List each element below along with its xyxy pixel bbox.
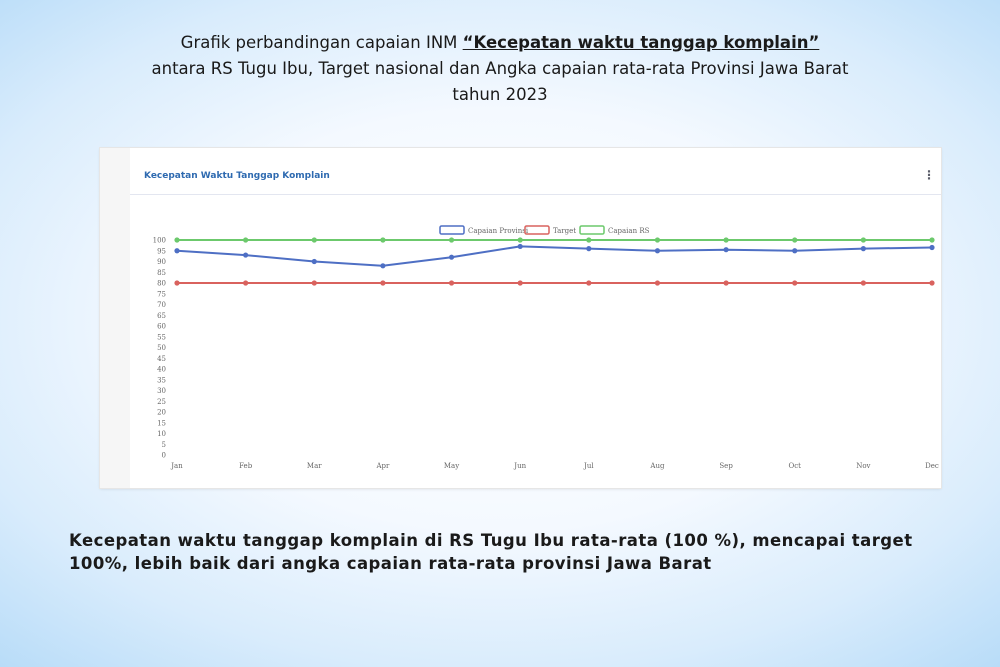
data-point: [311, 280, 317, 286]
y-tick-label: 10: [157, 430, 166, 438]
slide-title-line2: antara RS Tugu Ibu, Target nasional dan …: [151, 59, 849, 78]
y-tick-label: 60: [157, 323, 166, 331]
data-point: [792, 280, 798, 286]
x-tick-label: Oct: [788, 462, 801, 470]
data-point: [654, 237, 661, 243]
data-point: [586, 237, 592, 243]
y-tick-label: 50: [157, 344, 166, 352]
y-tick-label: 100: [153, 237, 166, 245]
x-tick-label: Mar: [307, 462, 322, 470]
vertical-ellipsis-icon[interactable]: ⋮: [923, 168, 935, 182]
data-point: [860, 280, 866, 286]
data-point: [243, 237, 249, 243]
data-point: [517, 280, 523, 286]
x-tick-label: Nov: [856, 462, 870, 470]
data-point: [311, 237, 317, 243]
card-title: Kecepatan Waktu Tanggap Komplain: [144, 171, 330, 181]
y-tick-label: 80: [157, 280, 166, 288]
data-point: [174, 280, 180, 286]
data-point: [174, 237, 180, 243]
data-point: [448, 280, 455, 286]
x-tick-label: Feb: [239, 462, 253, 470]
data-point: [380, 280, 386, 286]
y-tick-label: 45: [157, 355, 166, 363]
x-tick-label: Aug: [649, 462, 665, 470]
data-point: [311, 258, 317, 265]
y-tick-label: 5: [162, 441, 166, 449]
data-point: [586, 246, 592, 252]
data-point: [723, 280, 729, 286]
slide-title: Grafik perbandingan capaian INM “Kecepat…: [0, 30, 1000, 108]
y-tick-label: 20: [157, 409, 166, 417]
y-tick-label: 55: [157, 333, 166, 341]
data-point: [654, 248, 661, 254]
series-line: [176, 245, 933, 267]
data-point: [448, 254, 455, 260]
y-tick-label: 0: [162, 452, 166, 460]
x-tick-label: Jan: [170, 462, 183, 470]
data-point: [380, 263, 386, 269]
data-point: [243, 252, 249, 258]
legend-swatch: [439, 225, 465, 235]
conclusion-text: Kecepatan waktu tanggap komplain di RS T…: [69, 531, 913, 573]
card-left-strip: [100, 148, 130, 488]
data-point: [517, 243, 523, 250]
slide-title-emphasis: “Kecepatan waktu tanggap komplain”: [462, 33, 820, 52]
y-tick-label: 35: [157, 376, 166, 384]
y-tick-label: 65: [157, 312, 166, 320]
data-point: [929, 280, 935, 286]
data-point: [517, 237, 523, 243]
y-tick-label: 40: [157, 366, 166, 374]
x-tick-label: Jun: [513, 462, 526, 470]
y-tick-label: 25: [157, 398, 166, 406]
data-point: [723, 237, 729, 243]
x-tick-label: Sep: [719, 462, 733, 470]
x-tick-label: Dec: [925, 462, 939, 470]
y-tick-label: 90: [157, 258, 166, 266]
legend-label: Target: [553, 227, 576, 235]
card-header: Kecepatan Waktu Tanggap Komplain ⋮: [130, 148, 941, 195]
x-tick-label: May: [444, 462, 459, 470]
data-point: [929, 244, 935, 251]
data-point: [860, 237, 866, 243]
data-point: [929, 237, 935, 243]
slide-title-prefix: Grafik perbandingan capaian INM: [180, 33, 463, 52]
data-point: [654, 280, 661, 286]
data-point: [586, 280, 592, 286]
data-point: [860, 246, 866, 252]
data-point: [243, 280, 249, 286]
y-tick-label: 95: [157, 247, 166, 255]
x-tick-label: Apr: [375, 462, 390, 470]
y-tick-label: 70: [157, 301, 166, 309]
x-tick-label: Jul: [583, 462, 594, 470]
y-tick-label: 30: [157, 387, 166, 395]
line-chart: 0 5 10 15 20 25 30 35 40 45 50 55 60 65 70 75 80 85 90 95 10…: [153, 225, 939, 470]
data-point: [723, 247, 729, 253]
chart-card: Kecepatan Waktu Tanggap Komplain ⋮ 0 5 10 1…: [100, 148, 941, 488]
slide-title-line1: Grafik perbandingan capaian INM “Kecepat…: [0, 30, 1000, 56]
data-point: [792, 248, 798, 254]
legend-swatch: [524, 225, 550, 235]
slide-title-line3: tahun 2023: [452, 85, 548, 104]
legend-label: Capaian RS: [608, 227, 650, 235]
data-point: [380, 237, 386, 243]
y-tick-label: 15: [157, 419, 166, 427]
y-tick-label: 75: [157, 290, 166, 298]
y-tick-label: 85: [157, 269, 166, 277]
data-point: [174, 248, 180, 254]
legend-swatch: [579, 225, 605, 235]
data-point: [792, 237, 798, 243]
data-point: [448, 237, 455, 243]
legend-label: Capaian Provinsi: [468, 227, 529, 235]
